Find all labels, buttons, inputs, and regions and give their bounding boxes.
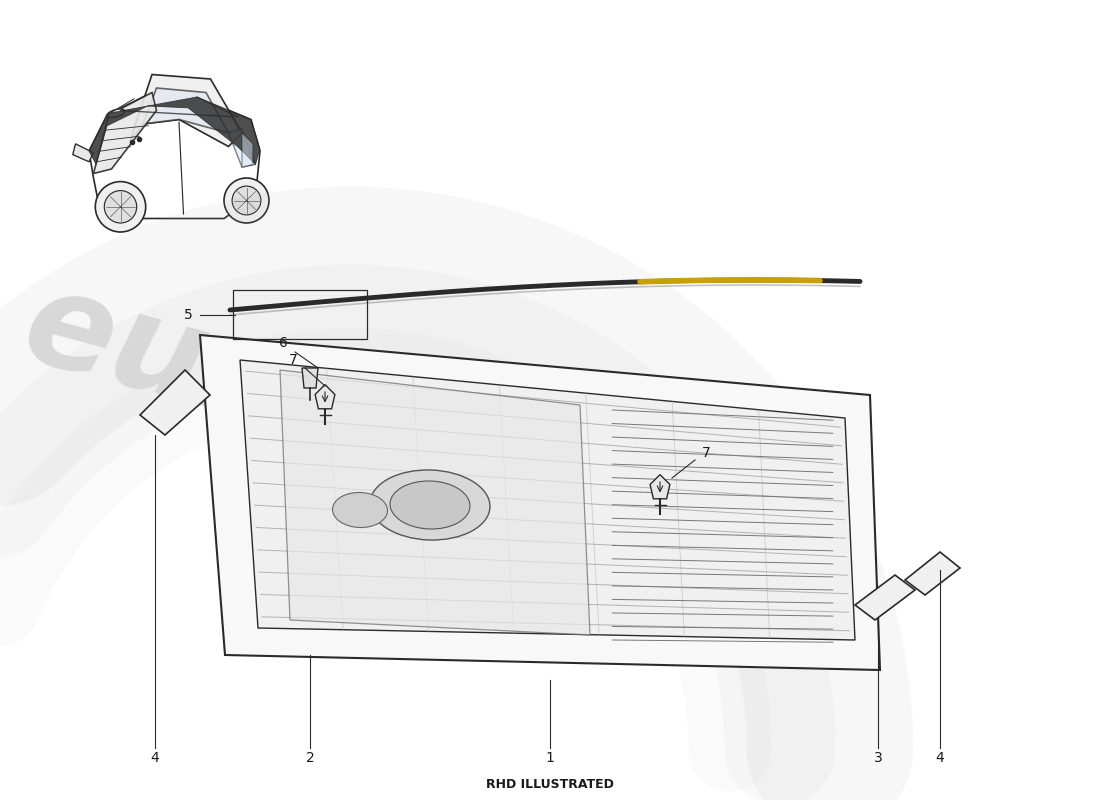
Polygon shape	[905, 552, 960, 595]
Polygon shape	[240, 360, 855, 640]
Polygon shape	[130, 74, 242, 146]
Polygon shape	[140, 370, 210, 435]
Text: 7: 7	[702, 446, 711, 460]
Text: 4: 4	[151, 751, 160, 765]
Ellipse shape	[108, 109, 124, 118]
Ellipse shape	[332, 493, 387, 527]
Polygon shape	[73, 144, 94, 162]
Polygon shape	[280, 370, 590, 635]
Text: 5: 5	[184, 308, 192, 322]
Text: 7: 7	[288, 353, 297, 367]
Circle shape	[96, 182, 145, 232]
Text: 1: 1	[546, 751, 554, 765]
Ellipse shape	[390, 481, 470, 529]
Polygon shape	[302, 368, 318, 388]
Polygon shape	[143, 88, 229, 133]
Polygon shape	[89, 93, 260, 218]
Text: 4: 4	[936, 751, 945, 765]
Polygon shape	[200, 335, 880, 670]
Polygon shape	[89, 97, 260, 165]
Text: 2: 2	[306, 751, 315, 765]
Polygon shape	[229, 129, 255, 167]
Text: eurospares: eurospares	[10, 261, 849, 599]
Polygon shape	[315, 385, 334, 409]
Text: 3: 3	[873, 751, 882, 765]
Ellipse shape	[370, 470, 490, 540]
Text: a passion for parts since 1985: a passion for parts since 1985	[444, 496, 836, 624]
Polygon shape	[242, 133, 253, 167]
Text: 6: 6	[278, 336, 287, 350]
Text: RHD ILLUSTRATED: RHD ILLUSTRATED	[486, 778, 614, 791]
Circle shape	[104, 190, 136, 223]
Polygon shape	[650, 474, 670, 499]
Polygon shape	[94, 93, 156, 174]
Circle shape	[232, 186, 261, 215]
Polygon shape	[855, 575, 915, 620]
Circle shape	[224, 178, 270, 223]
